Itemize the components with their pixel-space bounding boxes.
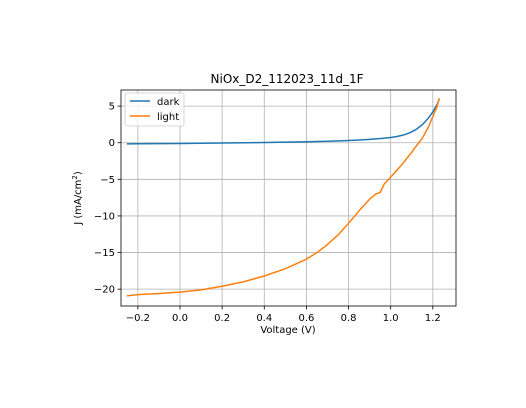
y-axis-label-main: J (mA/cm	[73, 180, 84, 226]
x-tick-label: −0.2	[126, 313, 150, 324]
legend-label-light: light	[157, 112, 179, 123]
x-tick-label: 0.6	[298, 313, 314, 324]
grid	[121, 90, 456, 306]
y-axis-ticks: −20 −15 −10 −5 0 5	[94, 102, 121, 296]
plot-frame	[120, 89, 457, 307]
series-layer	[126, 98, 440, 297]
legend: dark light	[124, 92, 185, 127]
legend-label-dark: dark	[157, 97, 180, 108]
x-axis-ticks: −0.2 0.0 0.2 0.4 0.6 0.8 1.0 1.2	[126, 306, 441, 324]
y-tick-label: 5	[109, 102, 115, 113]
x-axis-label: Voltage (V)	[260, 325, 315, 336]
y-axis-label-close: )	[73, 171, 84, 175]
series-line-dark	[126, 98, 440, 145]
chart-title: NiOx_D2_112023_11d_1F	[211, 72, 364, 86]
x-tick-label: 0.8	[341, 313, 357, 324]
x-tick-label: 1.0	[383, 313, 399, 324]
y-tick-label: −15	[94, 248, 115, 259]
x-tick-label: 1.2	[425, 313, 441, 324]
x-tick-label: 0.0	[172, 313, 188, 324]
x-tick-label: 0.2	[214, 313, 230, 324]
y-axis-label-superscript: 2	[71, 175, 79, 179]
y-tick-label: −5	[100, 175, 115, 186]
y-tick-label: −10	[94, 211, 115, 222]
y-axis-label: J (mA/cm2)	[71, 171, 84, 226]
y-tick-label: 0	[109, 138, 115, 149]
x-tick-label: 0.4	[256, 313, 272, 324]
series-line-light	[126, 98, 440, 297]
y-tick-label: −20	[94, 285, 115, 296]
